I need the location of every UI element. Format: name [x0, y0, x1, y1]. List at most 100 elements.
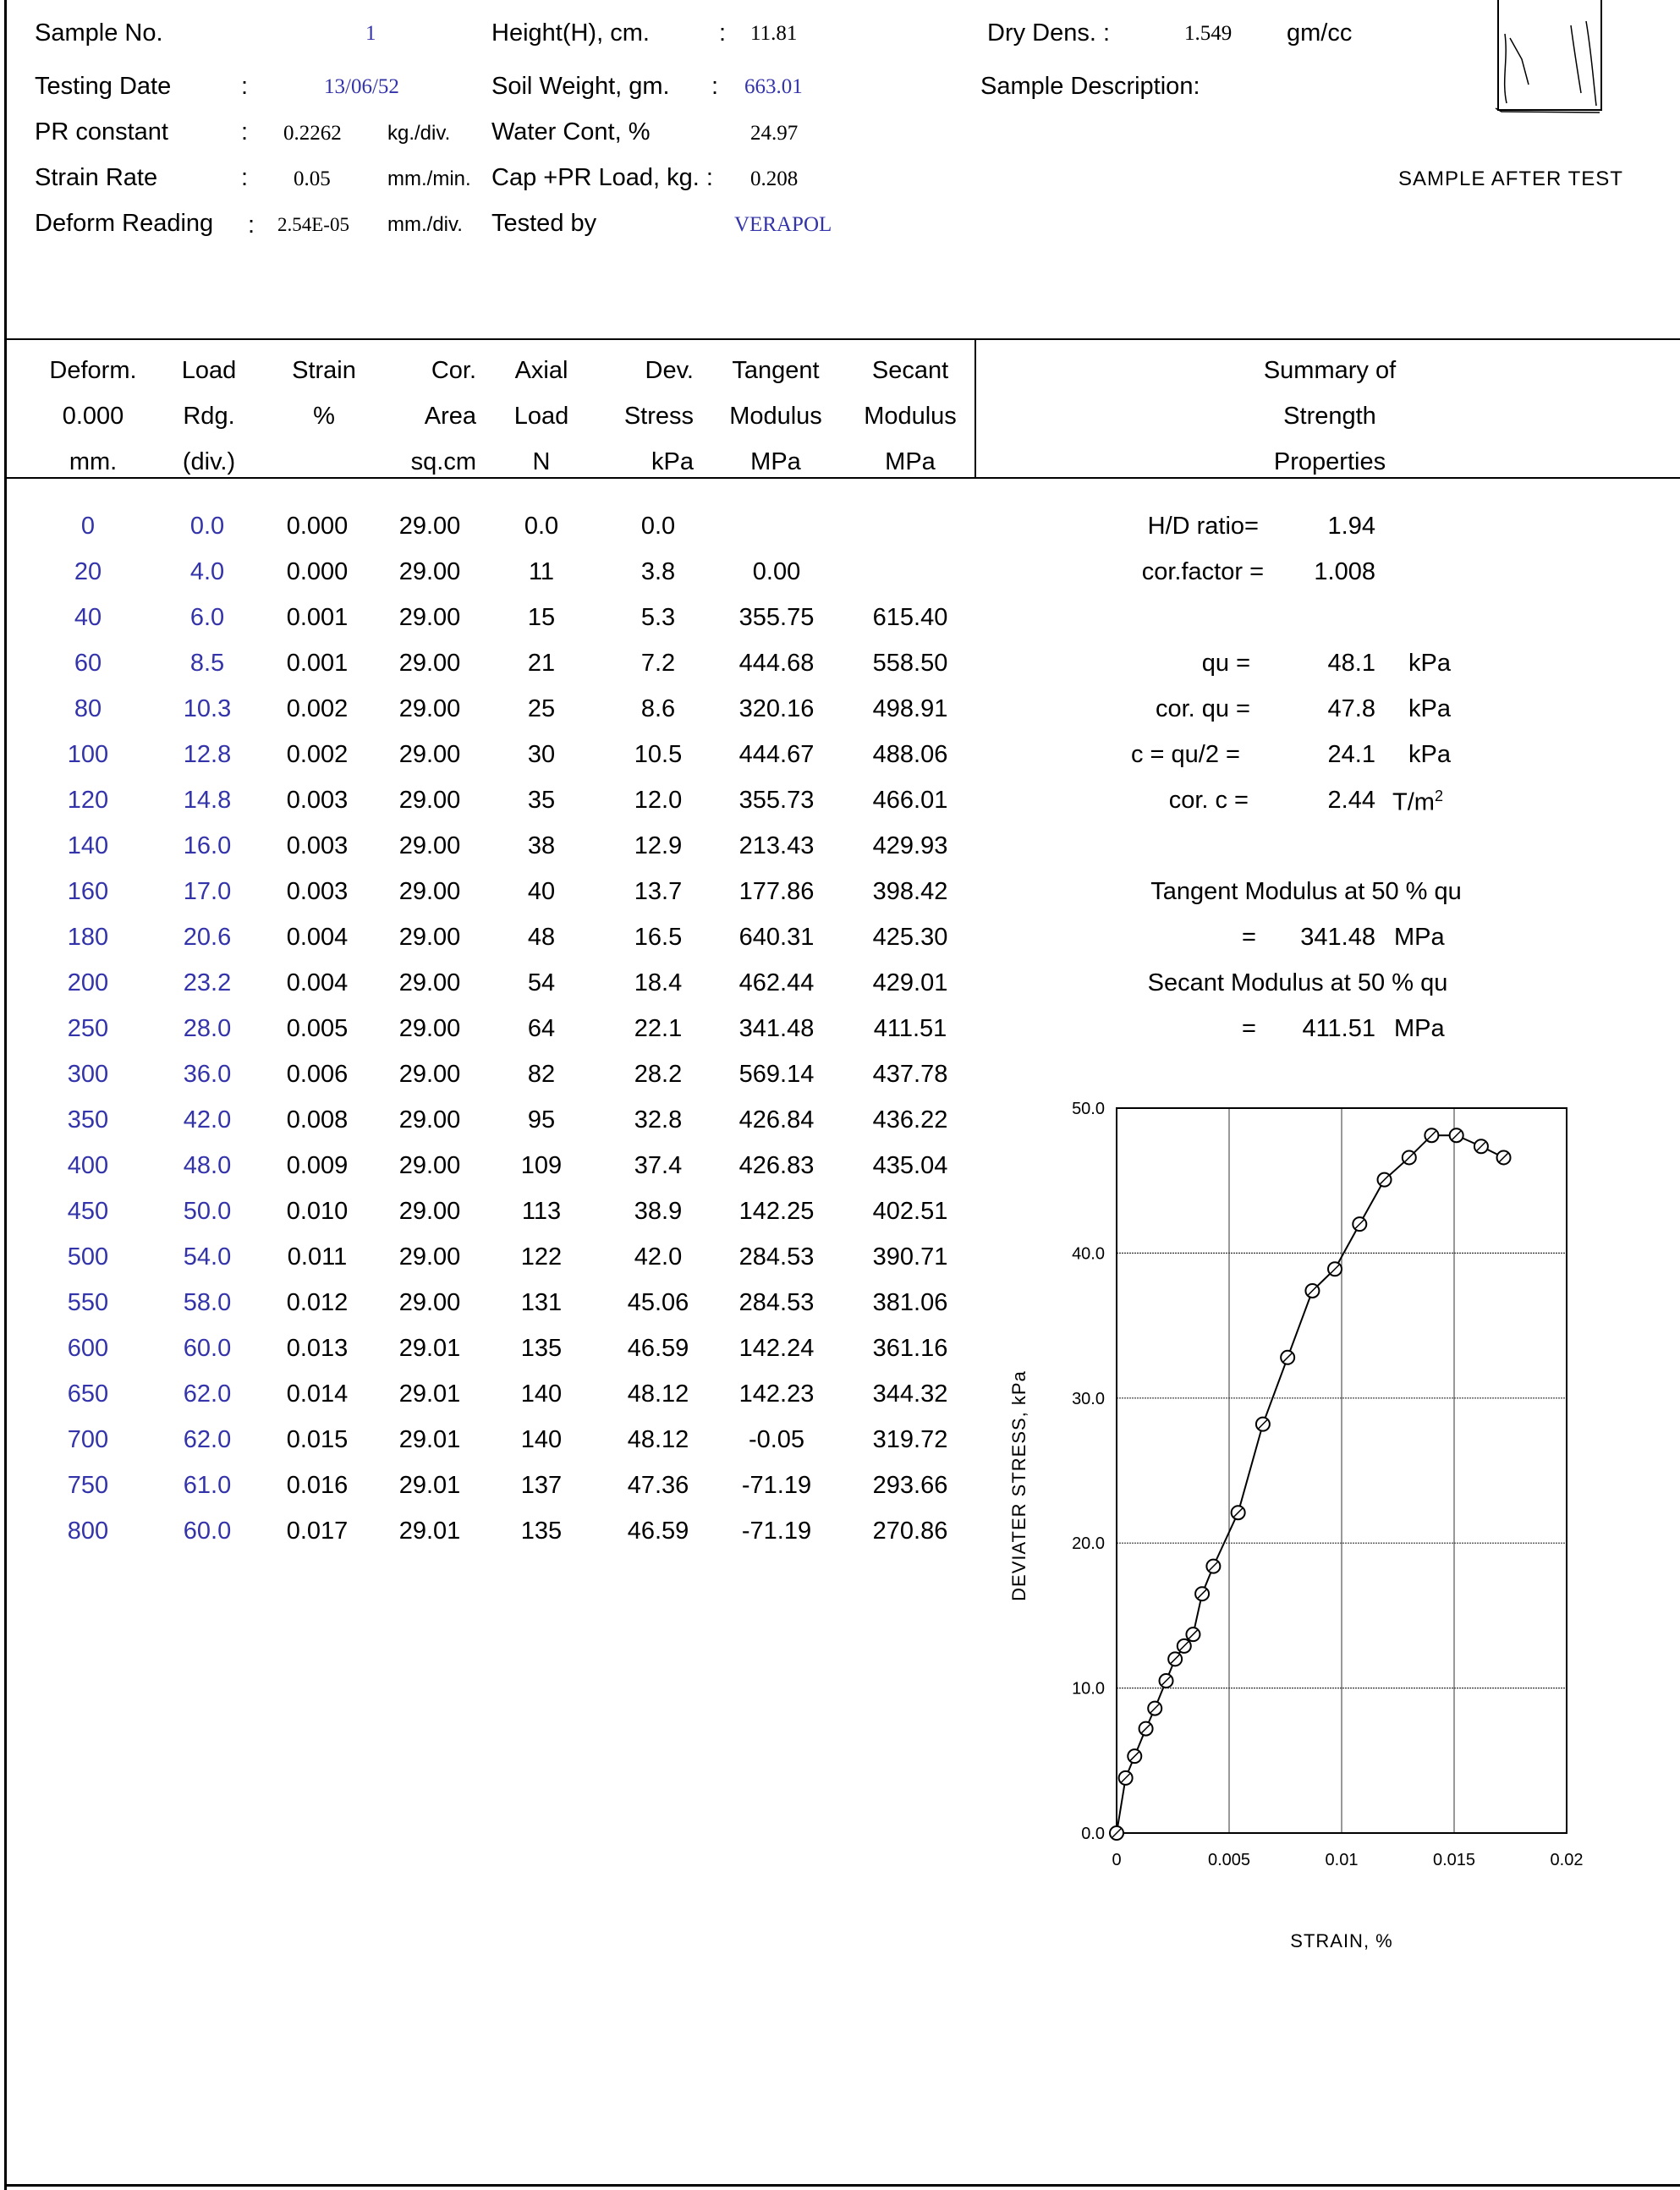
cell-dev-stress: 7.2 — [640, 650, 676, 677]
cell-strain: 0.004 — [286, 969, 349, 996]
cell-axial-load: 15 — [527, 604, 556, 631]
qu-unit: kPa — [1408, 650, 1451, 677]
y-tick-label: 50.0 — [1072, 1100, 1105, 1118]
column-header-dev-stress: kPa — [651, 448, 694, 475]
data-point-slash — [1170, 1654, 1180, 1664]
cell-dev-stress: 18.4 — [634, 969, 683, 996]
cell-load-reading: 8.5 — [189, 650, 225, 677]
column-header-axial-load: N — [532, 448, 551, 475]
cell-cor-area: 29.00 — [398, 1015, 461, 1042]
secant-modulus-unit: MPa — [1394, 1015, 1445, 1042]
cell-tangent-modulus: 320.16 — [738, 695, 815, 722]
hd-ratio-value: 1.94 — [1327, 513, 1375, 540]
hd-ratio-label: H/D ratio= — [1147, 513, 1259, 540]
tangent-modulus-value: 341.48 — [1300, 924, 1375, 951]
cell-dev-stress: 42.0 — [634, 1243, 683, 1271]
cell-load-reading: 36.0 — [183, 1061, 232, 1088]
cell-strain: 0.009 — [286, 1152, 349, 1179]
cell-secant-modulus: 558.50 — [872, 650, 948, 677]
dry-dens-unit: gm/cc — [1287, 19, 1353, 47]
column-header-deform: mm. — [69, 448, 118, 475]
cell-deform: 20 — [74, 558, 102, 585]
cell-dev-stress: 37.4 — [634, 1152, 683, 1179]
y-tick-label: 40.0 — [1072, 1244, 1105, 1263]
data-point-slash — [1282, 1353, 1293, 1363]
column-header-dev-stress: Stress — [623, 403, 694, 430]
cap-load-label: Cap +PR Load, kg. : — [491, 164, 713, 191]
cell-strain: 0.003 — [286, 878, 349, 905]
cell-deform: 80 — [74, 695, 102, 722]
cell-dev-stress: 0.0 — [640, 513, 676, 540]
x-tick-label: 0.015 — [1433, 1851, 1475, 1869]
cell-dev-stress: 13.7 — [634, 878, 683, 905]
cell-dev-stress: 45.06 — [627, 1289, 689, 1316]
cell-dev-stress: 8.6 — [640, 695, 676, 722]
cell-axial-load: 25 — [527, 695, 556, 722]
data-point-slash — [1354, 1219, 1364, 1229]
cell-deform: 60 — [74, 650, 102, 677]
column-header-axial-load: Axial — [514, 357, 568, 384]
qu-value: 48.1 — [1327, 650, 1375, 677]
cell-cor-area: 29.00 — [398, 1106, 461, 1133]
cell-deform: 300 — [67, 1061, 109, 1088]
cell-tangent-modulus: 142.24 — [738, 1335, 815, 1362]
data-point-slash — [1188, 1629, 1198, 1639]
sample-sketch — [1495, 0, 1602, 113]
cell-load-reading: 58.0 — [183, 1289, 232, 1316]
y-tick-label: 30.0 — [1072, 1390, 1105, 1408]
cell-load-reading: 10.3 — [183, 695, 232, 722]
summary-header-divider — [975, 338, 976, 479]
y-tick-label: 10.0 — [1072, 1680, 1105, 1699]
cell-strain: 0.004 — [286, 924, 349, 951]
cell-tangent-modulus: 569.14 — [738, 1061, 815, 1088]
summary-title-line1: Summary of — [1263, 357, 1397, 384]
data-point-slash — [1197, 1589, 1207, 1599]
cell-axial-load: 82 — [527, 1061, 556, 1088]
cell-dev-stress: 5.3 — [640, 604, 676, 631]
cell-strain: 0.001 — [286, 604, 349, 631]
cell-tangent-modulus: -71.19 — [741, 1472, 812, 1499]
cell-axial-load: 64 — [527, 1015, 556, 1042]
cell-secant-modulus: 319.72 — [872, 1426, 948, 1453]
cell-deform: 500 — [67, 1243, 109, 1271]
cell-load-reading: 42.0 — [183, 1106, 232, 1133]
secant-modulus-label: Secant Modulus at 50 % qu — [1147, 969, 1448, 996]
colon: : — [241, 164, 249, 191]
cell-load-reading: 61.0 — [183, 1472, 232, 1499]
column-header-cor-area: sq.cm — [410, 448, 476, 475]
cell-secant-modulus: 425.30 — [872, 924, 948, 951]
cell-dev-stress: 12.0 — [634, 787, 683, 814]
cell-strain: 0.006 — [286, 1061, 349, 1088]
cell-deform: 700 — [67, 1426, 109, 1453]
cor-c-value: 2.44 — [1327, 787, 1375, 814]
cell-tangent-modulus: 341.48 — [738, 1015, 815, 1042]
cell-secant-modulus: 488.06 — [872, 741, 948, 768]
cell-strain: 0.000 — [286, 558, 349, 585]
cell-axial-load: 131 — [520, 1289, 563, 1316]
cell-secant-modulus: 398.42 — [872, 878, 948, 905]
x-tick-label: 0.02 — [1551, 1851, 1584, 1869]
c-unit: kPa — [1408, 741, 1451, 768]
data-point-slash — [1452, 1130, 1462, 1140]
cell-cor-area: 29.00 — [398, 604, 461, 631]
data-point-slash — [1150, 1704, 1160, 1714]
cell-strain: 0.001 — [286, 650, 349, 677]
cell-axial-load: 122 — [520, 1243, 563, 1271]
tangent-modulus-unit: MPa — [1394, 924, 1445, 951]
cell-strain: 0.003 — [286, 832, 349, 859]
cell-secant-modulus: 381.06 — [872, 1289, 948, 1316]
cell-axial-load: 135 — [520, 1335, 563, 1362]
page-frame-left — [4, 0, 7, 2190]
cell-axial-load: 30 — [527, 741, 556, 768]
soil-weight-value: 663.01 — [744, 75, 803, 98]
cell-axial-load: 95 — [527, 1106, 556, 1133]
cell-tangent-modulus: 462.44 — [738, 969, 815, 996]
column-header-secant-modulus: Secant — [871, 357, 949, 384]
water-cont-value: 24.97 — [750, 122, 799, 145]
cell-dev-stress: 10.5 — [634, 741, 683, 768]
qu-label: qu = — [1201, 650, 1250, 677]
cell-cor-area: 29.01 — [398, 1472, 461, 1499]
cell-tangent-modulus: 142.25 — [738, 1198, 815, 1225]
cell-deform: 550 — [67, 1289, 109, 1316]
cell-secant-modulus: 390.71 — [872, 1243, 948, 1271]
